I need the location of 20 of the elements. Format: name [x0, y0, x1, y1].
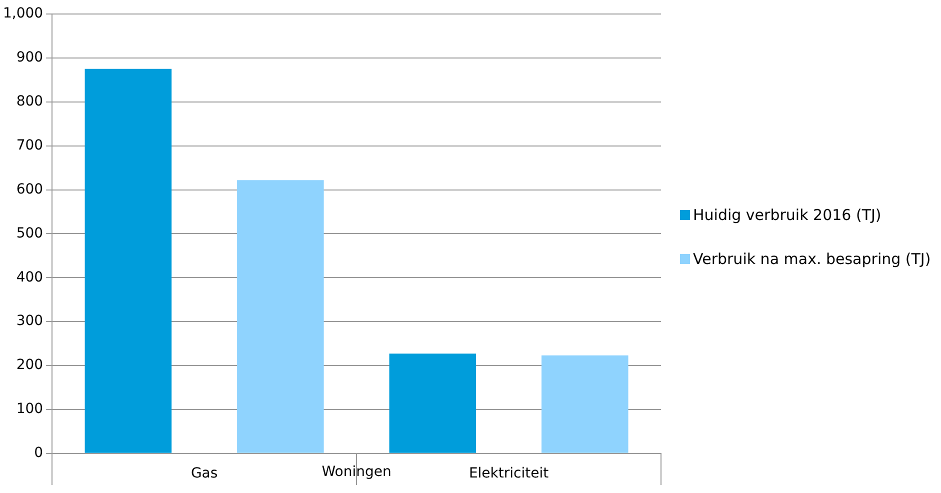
- y-tick-label: 900: [16, 50, 44, 66]
- bar: [84, 68, 172, 453]
- x-tick-label: Elektriciteit: [468, 465, 550, 482]
- x-axis-title: Woningen: [322, 464, 392, 480]
- y-tick-label: 600: [16, 181, 44, 198]
- legend-label: Verbruik na max. besapring (TJ): [693, 250, 931, 268]
- bar: [237, 180, 324, 453]
- x-tick-label: Gas: [190, 465, 218, 482]
- y-tick-label: 300: [16, 313, 44, 330]
- y-tick-label: 200: [16, 357, 44, 374]
- y-tick-label: 400: [16, 269, 44, 286]
- legend-label: Huidig verbruik 2016 (TJ): [693, 206, 882, 224]
- y-tick-label: 0: [34, 445, 44, 462]
- bar: [542, 355, 628, 453]
- y-tick-label: 700: [16, 137, 44, 154]
- y-tick-label: 500: [16, 225, 44, 242]
- y-tick-label: 1,000: [2, 6, 44, 22]
- y-tick-label: 800: [16, 94, 44, 110]
- bar: [389, 354, 476, 453]
- y-tick-label: 100: [16, 401, 44, 418]
